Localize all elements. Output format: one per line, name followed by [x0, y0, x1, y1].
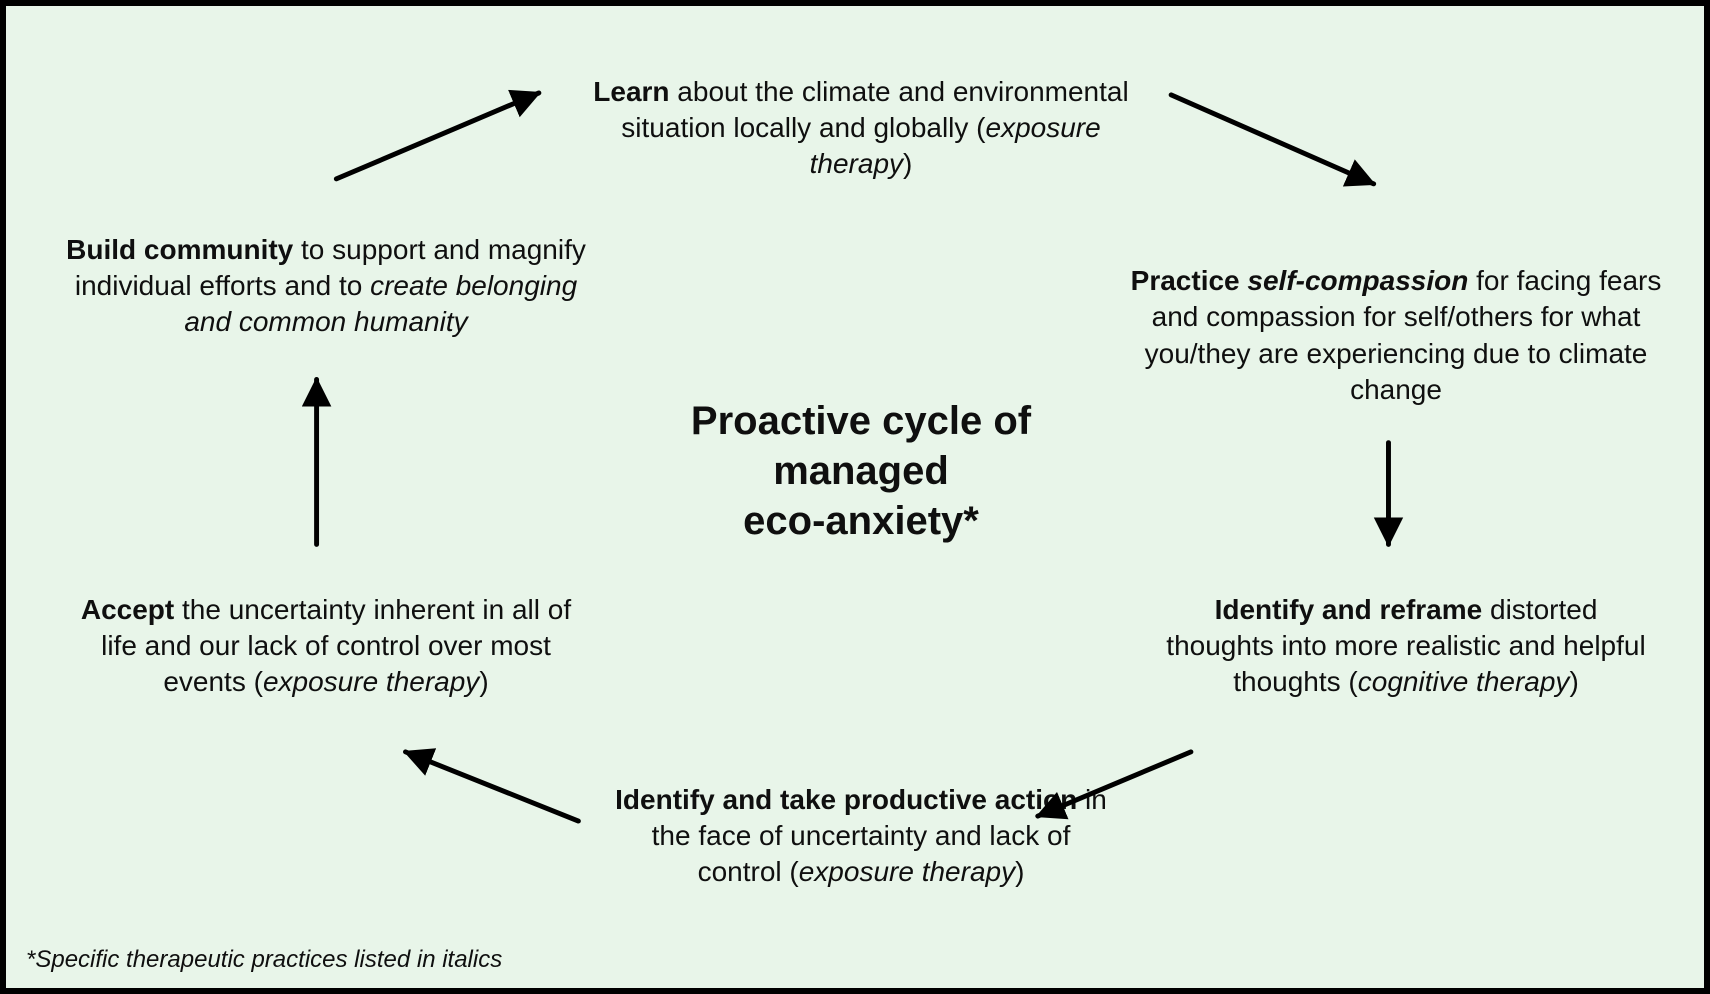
- diagram-title: Proactive cycle of managed eco-anxiety*: [621, 396, 1101, 546]
- footnote: *Specific therapeutic practices listed i…: [26, 946, 502, 974]
- title-line-2: managed: [621, 446, 1101, 496]
- title-line-3: eco-anxiety*: [621, 496, 1101, 546]
- node-learn: Learn about the climate and environmenta…: [581, 74, 1141, 183]
- node-accept: Accept the uncertainty inherent in all o…: [66, 592, 586, 701]
- diagram-canvas: Proactive cycle of managed eco-anxiety* …: [0, 0, 1710, 994]
- title-line-1: Proactive cycle of: [621, 396, 1101, 446]
- node-build-community: Build community to support and magnify i…: [66, 232, 586, 341]
- arrow-learn-to-practice: [1171, 95, 1374, 184]
- arrow-take_action-to-accept: [405, 752, 578, 821]
- node-identify-reframe: Identify and reframe distorted thoughts …: [1166, 592, 1646, 701]
- arrow-build-to-learn: [336, 93, 539, 179]
- node-take-productive-action: Identify and take productive action in t…: [611, 782, 1111, 891]
- node-practice-self-compassion: Practice self-compassion for facing fear…: [1126, 263, 1666, 409]
